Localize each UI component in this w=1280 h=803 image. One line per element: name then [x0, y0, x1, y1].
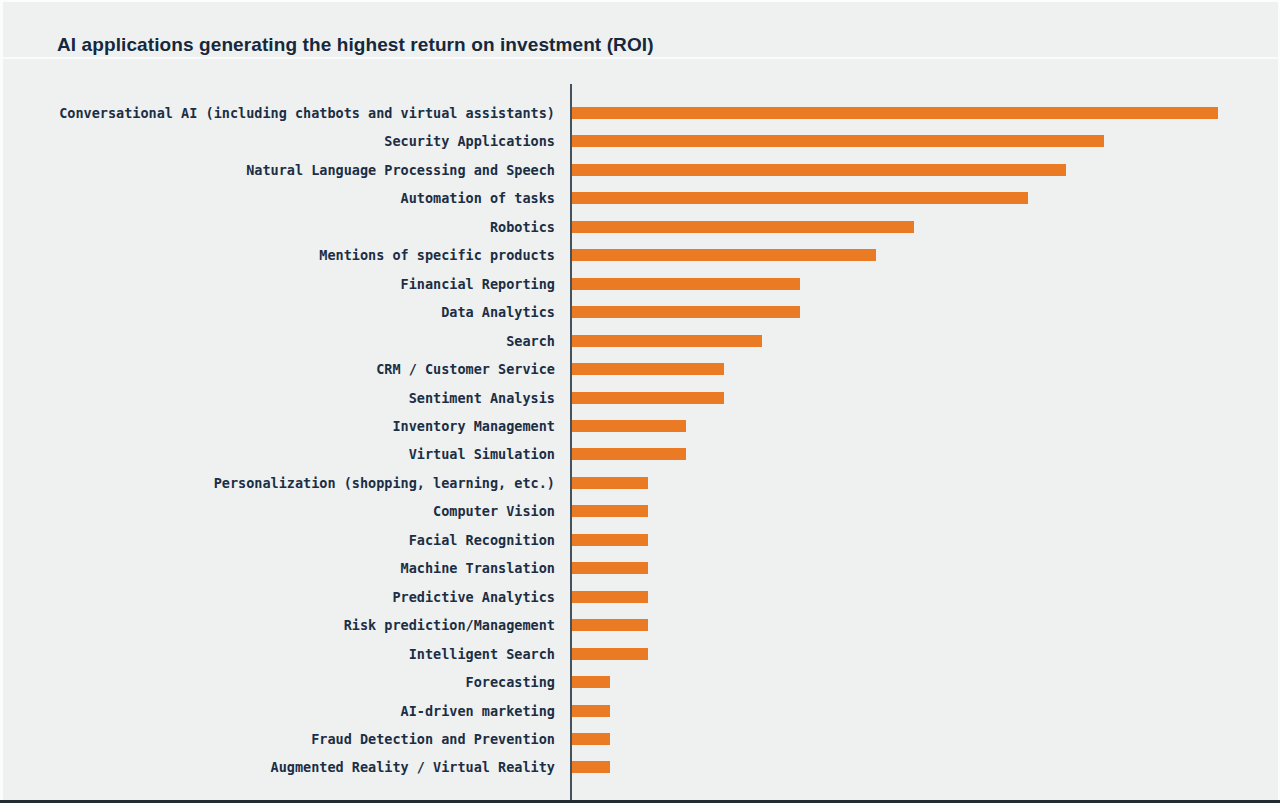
- chart-row: Automation of tasks: [0, 184, 1280, 212]
- category-label: Conversational AI (including chatbots an…: [0, 99, 555, 127]
- bar: [572, 676, 610, 688]
- category-label: AI-driven marketing: [0, 697, 555, 725]
- bar: [572, 363, 724, 375]
- category-label: Computer Vision: [0, 497, 555, 525]
- category-label: Virtual Simulation: [0, 440, 555, 468]
- bar: [572, 619, 648, 631]
- category-label: Inventory Management: [0, 412, 555, 440]
- category-label: Fraud Detection and Prevention: [0, 725, 555, 753]
- bar: [572, 306, 800, 318]
- chart-row: Mentions of specific products: [0, 241, 1280, 269]
- bar: [572, 135, 1104, 147]
- chart-row: Machine Translation: [0, 554, 1280, 582]
- category-label: Financial Reporting: [0, 270, 555, 298]
- category-label: Security Applications: [0, 127, 555, 155]
- chart-row: Intelligent Search: [0, 640, 1280, 668]
- bar: [572, 591, 648, 603]
- chart-row: Forecasting: [0, 668, 1280, 696]
- category-label: Sentiment Analysis: [0, 384, 555, 412]
- chart-row: CRM / Customer Service: [0, 355, 1280, 383]
- chart-rows: Conversational AI (including chatbots an…: [0, 0, 1280, 803]
- chart-row: Sentiment Analysis: [0, 384, 1280, 412]
- category-label: Search: [0, 327, 555, 355]
- chart-row: Search: [0, 327, 1280, 355]
- chart-row: Conversational AI (including chatbots an…: [0, 99, 1280, 127]
- chart-row: Augmented Reality / Virtual Reality: [0, 753, 1280, 781]
- chart-row: Computer Vision: [0, 497, 1280, 525]
- bar: [572, 420, 686, 432]
- category-label: Natural Language Processing and Speech: [0, 156, 555, 184]
- category-label: Predictive Analytics: [0, 583, 555, 611]
- chart-row: Natural Language Processing and Speech: [0, 156, 1280, 184]
- bar: [572, 505, 648, 517]
- category-label: Personalization (shopping, learning, etc…: [0, 469, 555, 497]
- bar: [572, 221, 914, 233]
- bar: [572, 107, 1218, 119]
- chart-row: Security Applications: [0, 127, 1280, 155]
- category-label: Automation of tasks: [0, 184, 555, 212]
- chart-row: Inventory Management: [0, 412, 1280, 440]
- bar: [572, 534, 648, 546]
- chart-row: Risk prediction/Management: [0, 611, 1280, 639]
- category-label: Intelligent Search: [0, 640, 555, 668]
- bar: [572, 335, 762, 347]
- bar: [572, 392, 724, 404]
- chart-canvas: AI applications generating the highest r…: [0, 0, 1280, 803]
- bar: [572, 705, 610, 717]
- category-label: Machine Translation: [0, 554, 555, 582]
- bar: [572, 648, 648, 660]
- page-edge-left: [0, 0, 3, 803]
- category-label: Risk prediction/Management: [0, 611, 555, 639]
- category-label: Facial Recognition: [0, 526, 555, 554]
- chart-row: Fraud Detection and Prevention: [0, 725, 1280, 753]
- category-label: Mentions of specific products: [0, 241, 555, 269]
- bar: [572, 562, 648, 574]
- bar: [572, 477, 648, 489]
- chart-row: Financial Reporting: [0, 270, 1280, 298]
- bar: [572, 278, 800, 290]
- bar: [572, 192, 1028, 204]
- chart-row: Data Analytics: [0, 298, 1280, 326]
- chart-row: Facial Recognition: [0, 526, 1280, 554]
- chart-row: Robotics: [0, 213, 1280, 241]
- category-label: Robotics: [0, 213, 555, 241]
- bar: [572, 448, 686, 460]
- category-label: CRM / Customer Service: [0, 355, 555, 383]
- chart-row: Virtual Simulation: [0, 440, 1280, 468]
- chart-row: AI-driven marketing: [0, 697, 1280, 725]
- chart-row: Predictive Analytics: [0, 583, 1280, 611]
- category-label: Forecasting: [0, 668, 555, 696]
- page-edge-top: [0, 0, 1280, 2]
- category-label: Data Analytics: [0, 298, 555, 326]
- bar: [572, 761, 610, 773]
- bar: [572, 733, 610, 745]
- bar: [572, 164, 1066, 176]
- category-label: Augmented Reality / Virtual Reality: [0, 753, 555, 781]
- bar: [572, 249, 876, 261]
- chart-row: Personalization (shopping, learning, etc…: [0, 469, 1280, 497]
